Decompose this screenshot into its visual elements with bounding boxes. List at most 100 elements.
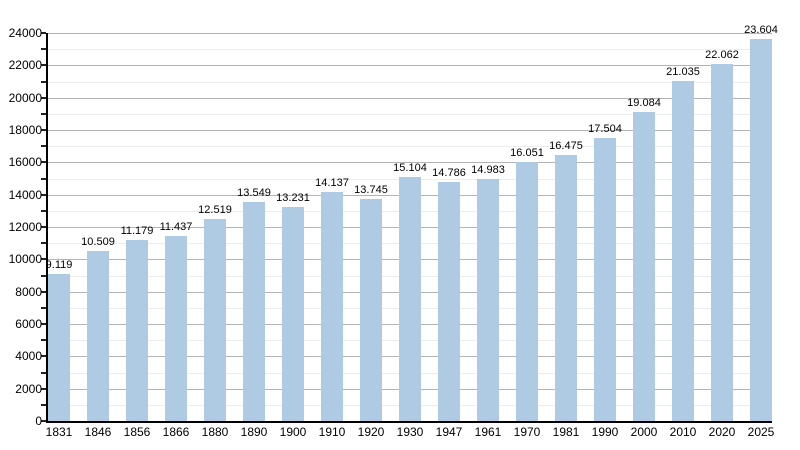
bar-value-label: 13.549 xyxy=(237,186,271,199)
x-axis-label: 1990 xyxy=(591,425,619,439)
bar-value-label: 13.745 xyxy=(354,183,388,196)
bar-value-label: 15.104 xyxy=(393,161,427,174)
y-axis-label: 4000 xyxy=(15,349,42,364)
bar xyxy=(438,181,460,421)
bar-value-label: 11.437 xyxy=(159,221,193,234)
bar-value-label: 21.035 xyxy=(666,65,700,78)
x-axis-label: 1856 xyxy=(123,425,151,439)
y-axis-line xyxy=(46,33,48,423)
y-axis-label: 6000 xyxy=(15,317,42,331)
x-axis-label: 1947 xyxy=(435,425,463,439)
y-axis-tick xyxy=(41,420,46,422)
y-axis-label: 22000 xyxy=(8,58,42,73)
x-axis-label: 2000 xyxy=(630,425,658,439)
y-axis-tick xyxy=(41,129,46,131)
y-axis-tick xyxy=(41,371,46,374)
y-axis-tick xyxy=(41,339,46,342)
y-axis-tick xyxy=(41,177,46,180)
bar-value-label: 9.119 xyxy=(45,258,73,271)
bar-value-label: 10.509 xyxy=(81,236,115,249)
y-axis-tick xyxy=(41,274,46,277)
y-axis-tick xyxy=(41,96,46,99)
bar-value-label: 14.983 xyxy=(471,163,505,176)
y-axis-tick xyxy=(41,403,46,406)
y-axis-label: 24000 xyxy=(8,26,42,40)
y-axis-label: 0 xyxy=(35,414,42,428)
bar-value-label: 16.475 xyxy=(549,139,583,152)
y-axis-tick xyxy=(41,290,46,293)
y-axis-label: 20000 xyxy=(8,90,42,105)
y-axis-label: 14000 xyxy=(8,187,42,202)
x-axis-label: 1920 xyxy=(357,425,385,439)
y-axis-tick xyxy=(41,258,46,261)
x-axis-line xyxy=(46,421,772,423)
y-axis-label: 2000 xyxy=(15,381,42,396)
plot-area: 9.119 10.509 11.179 11.437 12.519 13.549 13.23… xyxy=(41,24,778,423)
x-axis-label: 2025 xyxy=(747,425,775,439)
bar-value-label: 22.062 xyxy=(705,49,739,62)
bar xyxy=(516,161,538,421)
y-axis-tick xyxy=(41,355,46,358)
x-axis-label: 1846 xyxy=(84,425,112,439)
major-gridline xyxy=(48,130,772,131)
bar xyxy=(360,198,382,421)
bar-value-label: 19.084 xyxy=(627,97,661,110)
y-axis-tick xyxy=(41,387,46,390)
minor-gridline xyxy=(48,146,772,148)
y-axis-label: 10000 xyxy=(8,252,42,267)
x-axis-label: 1910 xyxy=(318,425,346,439)
y-axis-label: 8000 xyxy=(15,284,42,299)
bar xyxy=(750,39,772,421)
y-axis-tick xyxy=(41,64,46,67)
x-axis-label: 1880 xyxy=(201,425,229,439)
x-axis-label: 1900 xyxy=(279,425,307,439)
x-axis-label: 1981 xyxy=(552,425,580,439)
major-gridline xyxy=(48,65,772,67)
bar-value-label: 14.786 xyxy=(432,166,466,179)
bar xyxy=(126,240,148,421)
bar-value-label: 11.179 xyxy=(120,225,154,238)
bar xyxy=(711,64,733,421)
y-axis-tick xyxy=(41,323,46,325)
y-axis-tick xyxy=(41,226,46,228)
x-axis-label: 1970 xyxy=(513,425,541,439)
bar-value-label: 17.504 xyxy=(588,123,622,136)
bar xyxy=(87,251,109,421)
major-gridline xyxy=(48,33,772,34)
y-axis-tick xyxy=(41,306,46,309)
y-axis-tick xyxy=(41,242,46,245)
major-gridline xyxy=(48,97,772,99)
bar xyxy=(48,273,70,421)
y-axis-tick xyxy=(41,48,46,51)
bar xyxy=(555,154,577,421)
minor-gridline xyxy=(48,49,772,51)
major-gridline xyxy=(48,162,772,164)
bar xyxy=(204,218,226,421)
bar xyxy=(165,236,187,421)
minor-gridline xyxy=(48,113,772,115)
y-axis-tick xyxy=(41,193,46,196)
y-axis-tick xyxy=(41,80,46,83)
bar xyxy=(633,112,655,421)
bar-value-label: 23.604 xyxy=(744,24,778,37)
bar xyxy=(321,192,343,421)
y-axis-label: 16000 xyxy=(8,155,42,170)
x-axis-label: 2010 xyxy=(669,425,697,439)
bar xyxy=(399,176,421,421)
y-axis-label: 18000 xyxy=(8,123,42,137)
y-axis-tick xyxy=(41,209,46,212)
x-axis-label: 1831 xyxy=(45,425,73,439)
bar-value-label: 13.231 xyxy=(276,192,310,205)
minor-gridline xyxy=(48,81,772,83)
bar xyxy=(477,178,499,421)
bar xyxy=(594,138,616,421)
bar xyxy=(672,80,694,421)
x-axis-label: 1866 xyxy=(162,425,190,439)
bar-value-label: 12.519 xyxy=(198,203,232,216)
y-axis-tick xyxy=(41,161,46,164)
y-axis-label: 12000 xyxy=(8,220,42,234)
x-axis-label: 2020 xyxy=(708,425,736,439)
bar-value-label: 14.137 xyxy=(315,177,349,190)
x-axis-label: 1890 xyxy=(240,425,268,439)
